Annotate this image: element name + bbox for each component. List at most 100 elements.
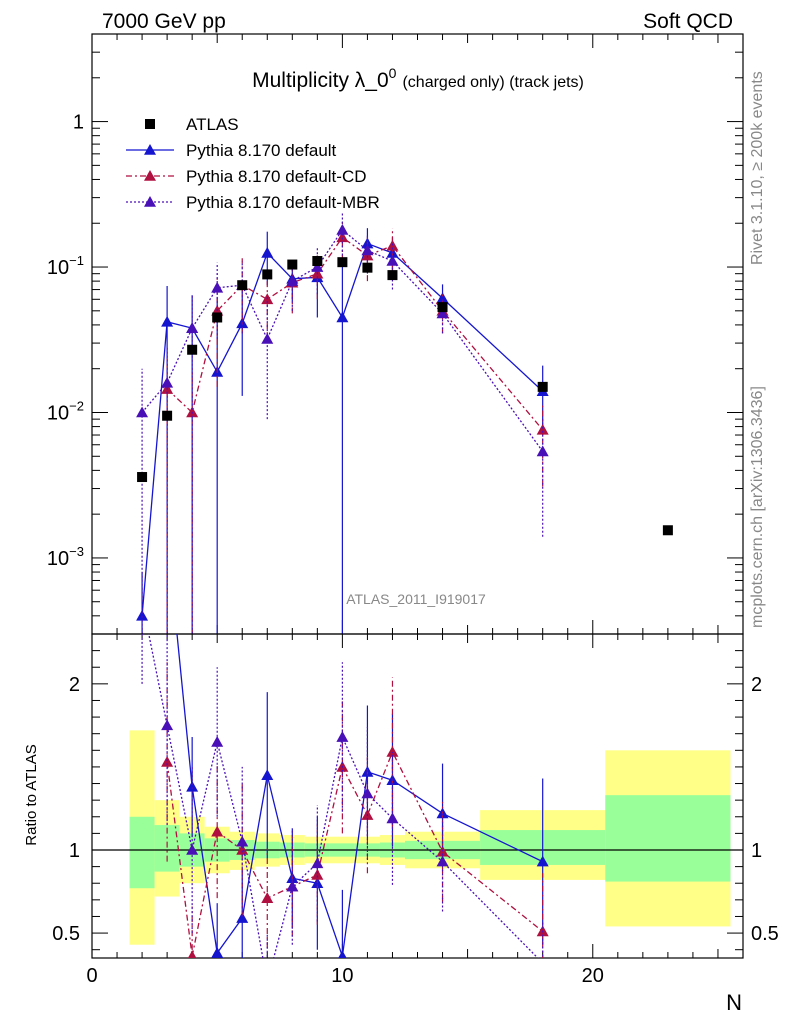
y-tick-label: 10−2: [47, 398, 84, 424]
ratio-point: [311, 857, 324, 869]
series-line: [166, 236, 544, 431]
legend-item: Pythia 8.170 default: [126, 141, 337, 160]
ratio-y-tick-label-right: 0.5: [751, 923, 779, 945]
x-axis-label: N: [726, 990, 742, 1015]
data-point: [137, 472, 148, 483]
series-point: [436, 307, 449, 319]
ratio-line: [166, 750, 544, 957]
main-series: [136, 211, 549, 634]
ratio-point: [338, 950, 347, 958]
chart-title: Multiplicity λ_00 (charged only) (track j…: [252, 65, 584, 92]
ratio-point: [161, 719, 174, 731]
ratio-point: [186, 780, 199, 792]
data-point: [437, 302, 448, 313]
data-point: [362, 262, 373, 273]
series-point: [336, 311, 349, 323]
ratio-series: [141, 634, 549, 958]
data-point: [662, 525, 673, 536]
series-point: [186, 322, 199, 333]
ratio-band-green-0: [129, 816, 155, 889]
ratio-panel: 0 10 20 0.5 0.5 1 1 2 2: [52, 633, 779, 987]
legend-label: ATLAS: [186, 115, 239, 134]
legend-item: Pythia 8.170 default-MBR: [126, 193, 380, 212]
ratio-y-tick-label: 2: [69, 674, 80, 696]
series-point: [336, 231, 349, 243]
series-0: [136, 228, 549, 634]
chart-title-sub: (charged only) (track jets): [402, 74, 583, 91]
series-point: [536, 445, 549, 457]
ratio-point: [286, 880, 299, 892]
series-point: [386, 255, 399, 266]
ratio-point: [261, 892, 274, 903]
y-tick-base: 10: [47, 548, 69, 570]
ratio-y-tick-label-right: 1: [751, 840, 762, 862]
ratio-point: [361, 787, 374, 799]
chart-title-sup: 0: [389, 65, 397, 81]
ratio-y-tick-label: 0.5: [52, 923, 80, 945]
y-tick-label: 10−1: [47, 253, 84, 279]
series-point: [261, 246, 274, 258]
x-tick-label: 0: [86, 965, 97, 987]
main-panel: 10−310−210−11: [47, 33, 744, 958]
data-point: [237, 280, 248, 291]
y-tick-base: 10: [47, 257, 69, 279]
data-point: [187, 344, 198, 355]
y-tick-base: 1: [73, 112, 84, 134]
ratio-bands: [129, 730, 731, 945]
series-point: [436, 292, 449, 304]
series-point: [361, 244, 374, 256]
data-point: [537, 381, 548, 392]
y-tick-base: 10: [47, 402, 69, 424]
ratio-series-2: [141, 634, 544, 958]
ratio-point: [386, 745, 399, 757]
legend-label: Pythia 8.170 default: [186, 141, 337, 160]
series-point: [536, 423, 549, 435]
ratio-point: [236, 844, 249, 855]
legend-marker: [144, 170, 156, 181]
ratio-y-tick-label: 1: [69, 840, 80, 862]
y-tick-label: 1: [73, 112, 84, 134]
legend-item: Pythia 8.170 default-CD: [126, 167, 367, 186]
data-point: [212, 312, 223, 323]
series-point: [161, 376, 174, 388]
data-point: [312, 256, 323, 267]
y-tick-exp: −1: [69, 253, 84, 268]
ratio-point: [311, 868, 324, 880]
legend-label: Pythia 8.170 default-CD: [186, 167, 367, 186]
legend-marker-data: [145, 119, 155, 129]
ratio-y-tick-label-right: 2: [751, 674, 762, 696]
side-label-bottom: mcplots.cern.ch [arXiv:1306.3436]: [749, 386, 766, 628]
y-tick-label: 10−3: [47, 544, 84, 570]
series-point: [211, 281, 224, 293]
legend-marker: [144, 196, 156, 207]
data-point: [262, 269, 273, 280]
analysis-label: ATLAS_2011_I919017: [346, 591, 486, 607]
data-point: [162, 410, 173, 421]
data-point: [387, 270, 398, 281]
series-point: [261, 333, 274, 344]
chart-title-main: Multiplicity λ_0: [252, 69, 389, 92]
ratio-point: [187, 950, 197, 958]
ratio-point: [211, 947, 224, 958]
ratio-point: [211, 825, 224, 837]
ratio-point: [436, 855, 449, 867]
ratio-point: [261, 769, 274, 781]
legend: ATLAS Pythia 8.170 default Pythia 8.170 de…: [126, 115, 380, 212]
data-point: [337, 257, 348, 268]
series-point: [161, 315, 174, 327]
series-point: [336, 223, 349, 235]
ratio-point: [236, 835, 249, 847]
legend-item: ATLAS: [145, 115, 239, 134]
series-point: [136, 609, 149, 621]
y-axis-label-ratio: Ratio to ATLAS: [23, 744, 40, 845]
x-tick-label: 20: [582, 965, 604, 987]
ratio-band-green-13: [605, 795, 731, 882]
series-2: [136, 211, 549, 634]
ratio-point: [386, 812, 399, 824]
ratio-point: [161, 755, 174, 767]
ratio-frame: [91, 633, 744, 959]
ratio-point: [236, 912, 249, 923]
series-point: [286, 275, 299, 286]
series-point: [311, 261, 324, 272]
data-points: [137, 256, 673, 536]
